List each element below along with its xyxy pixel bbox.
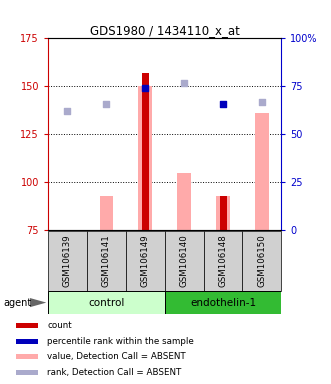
- Bar: [242, 231, 281, 291]
- Bar: [16, 354, 38, 359]
- Text: GSM106139: GSM106139: [63, 235, 72, 287]
- Bar: [16, 339, 38, 344]
- Bar: [138, 86, 152, 230]
- Text: agent: agent: [3, 298, 31, 308]
- Point: [181, 79, 187, 86]
- Text: GSM106140: GSM106140: [180, 235, 189, 287]
- Text: GSM106141: GSM106141: [102, 235, 111, 287]
- Text: count: count: [47, 321, 72, 330]
- Bar: [177, 173, 191, 230]
- Bar: [16, 370, 38, 375]
- Bar: [204, 231, 242, 291]
- Bar: [126, 231, 165, 291]
- Point: [65, 108, 70, 114]
- Point: [143, 85, 148, 91]
- Polygon shape: [30, 298, 46, 307]
- Point: [104, 101, 109, 107]
- Bar: [48, 231, 87, 291]
- Bar: [142, 73, 149, 230]
- Text: percentile rank within the sample: percentile rank within the sample: [47, 336, 194, 346]
- Text: GSM106149: GSM106149: [141, 235, 150, 287]
- Bar: [100, 196, 113, 230]
- Bar: [255, 113, 269, 230]
- Bar: [87, 231, 126, 291]
- Text: value, Detection Call = ABSENT: value, Detection Call = ABSENT: [47, 352, 186, 361]
- Bar: [16, 323, 38, 328]
- Text: GSM106150: GSM106150: [258, 235, 266, 287]
- Point: [220, 101, 226, 107]
- Text: endothelin-1: endothelin-1: [190, 298, 256, 308]
- Text: GSM106148: GSM106148: [218, 235, 227, 287]
- Bar: [219, 196, 226, 230]
- Bar: [48, 291, 165, 314]
- Text: rank, Detection Call = ABSENT: rank, Detection Call = ABSENT: [47, 368, 182, 377]
- Title: GDS1980 / 1434110_x_at: GDS1980 / 1434110_x_at: [90, 24, 240, 37]
- Bar: [165, 291, 281, 314]
- Text: control: control: [88, 298, 124, 308]
- Bar: [165, 231, 204, 291]
- Point: [259, 99, 264, 105]
- Bar: [216, 196, 230, 230]
